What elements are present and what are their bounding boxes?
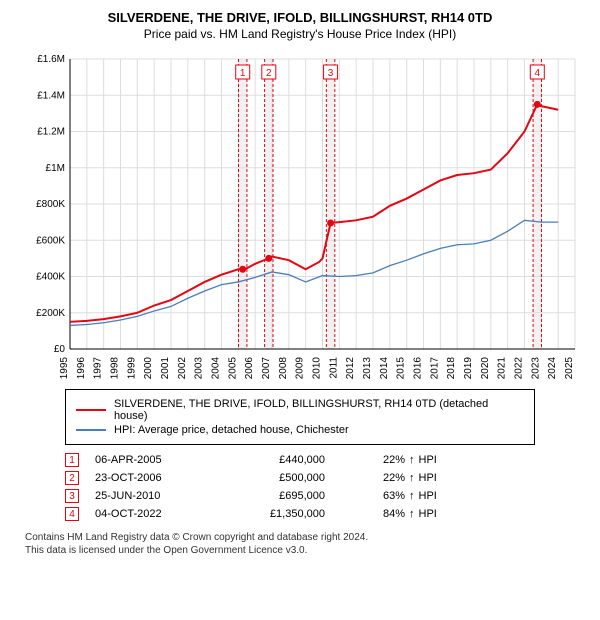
svg-text:2016: 2016 xyxy=(413,357,424,379)
svg-text:3: 3 xyxy=(328,68,334,79)
svg-text:£0: £0 xyxy=(54,344,66,355)
chart-svg: £0 £200K £400K £600K £800K £1M £1.2M £1.4M £1.6M… xyxy=(25,49,585,379)
svg-text:£400K: £400K xyxy=(36,272,65,283)
svg-text:£1.4M: £1.4M xyxy=(37,90,65,101)
sale-row: 2 23-OCT-2006£500,000 22% ↑ HPI xyxy=(65,471,585,485)
svg-text:£800K: £800K xyxy=(36,199,65,210)
svg-text:2014: 2014 xyxy=(379,357,390,379)
svg-text:2002: 2002 xyxy=(177,357,188,379)
svg-text:1998: 1998 xyxy=(110,357,121,379)
svg-text:2022: 2022 xyxy=(514,357,525,379)
sale-marker: 3 xyxy=(65,489,79,503)
chart-title: SILVERDENE, THE DRIVE, IFOLD, BILLINGSHU… xyxy=(15,10,585,25)
svg-text:2013: 2013 xyxy=(362,357,373,379)
svg-text:£1.6M: £1.6M xyxy=(37,54,65,65)
legend-label: HPI: Average price, detached house, Chic… xyxy=(114,424,349,436)
legend-row: HPI: Average price, detached house, Chic… xyxy=(76,424,524,436)
svg-text:1995: 1995 xyxy=(59,357,70,379)
sale-marker: 4 xyxy=(65,507,79,521)
svg-text:2019: 2019 xyxy=(463,357,474,379)
svg-text:2011: 2011 xyxy=(328,357,339,379)
sale-pct: 22% xyxy=(345,472,405,484)
svg-text:2004: 2004 xyxy=(211,357,222,379)
sale-ref: HPI xyxy=(419,508,437,520)
svg-text:2020: 2020 xyxy=(480,357,491,379)
svg-text:£1.2M: £1.2M xyxy=(37,127,65,138)
svg-text:2017: 2017 xyxy=(429,357,440,379)
svg-text:2023: 2023 xyxy=(530,357,541,379)
sale-ref: HPI xyxy=(419,454,437,466)
svg-text:4: 4 xyxy=(535,68,541,79)
legend-row: SILVERDENE, THE DRIVE, IFOLD, BILLINGSHU… xyxy=(76,398,524,422)
sale-arrow-icon: ↑ xyxy=(409,490,415,502)
svg-text:2015: 2015 xyxy=(396,357,407,379)
chart-subtitle: Price paid vs. HM Land Registry's House … xyxy=(15,27,585,41)
footer-line1: Contains HM Land Registry data © Crown c… xyxy=(25,531,585,544)
sale-date: 04-OCT-2022 xyxy=(95,508,215,520)
sale-row: 4 04-OCT-2022£1,350,000 84% ↑ HPI xyxy=(65,507,585,521)
svg-text:2012: 2012 xyxy=(345,357,356,379)
svg-text:2: 2 xyxy=(266,68,272,79)
sale-price: £440,000 xyxy=(215,454,325,466)
svg-text:£600K: £600K xyxy=(36,235,65,246)
svg-text:1999: 1999 xyxy=(126,357,137,379)
sale-price: £695,000 xyxy=(215,490,325,502)
sale-price: £500,000 xyxy=(215,472,325,484)
svg-text:2003: 2003 xyxy=(194,357,205,379)
sale-arrow-icon: ↑ xyxy=(409,472,415,484)
sales-table: 106-APR-2005£440,00022%↑HPI223-OCT-2006£… xyxy=(65,453,585,521)
svg-text:2010: 2010 xyxy=(312,357,323,379)
svg-text:2018: 2018 xyxy=(446,357,457,379)
svg-text:2001: 2001 xyxy=(160,357,171,379)
sale-marker: 2 xyxy=(65,471,79,485)
sale-row: 3 25-JUN-2010£695,000 63% ↑ HPI xyxy=(65,489,585,503)
svg-text:1: 1 xyxy=(240,68,246,79)
svg-text:2024: 2024 xyxy=(547,357,558,379)
sale-marker: 1 xyxy=(65,453,79,467)
svg-text:£1M: £1M xyxy=(46,163,65,174)
sale-arrow-icon: ↑ xyxy=(409,508,415,520)
svg-text:2009: 2009 xyxy=(295,357,306,379)
legend-box: SILVERDENE, THE DRIVE, IFOLD, BILLINGSHU… xyxy=(65,389,535,445)
sale-row: 1 06-APR-2005£440,000 22% ↑ HPI xyxy=(65,453,585,467)
svg-text:2021: 2021 xyxy=(497,357,508,379)
svg-text:1997: 1997 xyxy=(93,357,104,379)
svg-text:2005: 2005 xyxy=(227,357,238,379)
sale-ref: HPI xyxy=(419,490,437,502)
footer-line2: This data is licensed under the Open Gov… xyxy=(25,544,585,557)
svg-text:2000: 2000 xyxy=(143,357,154,379)
legend-swatch xyxy=(76,429,106,430)
footer: Contains HM Land Registry data © Crown c… xyxy=(25,531,585,557)
sale-pct: 22% xyxy=(345,454,405,466)
svg-text:2008: 2008 xyxy=(278,357,289,379)
sale-date: 23-OCT-2006 xyxy=(95,472,215,484)
svg-text:2025: 2025 xyxy=(564,357,575,379)
svg-text:£200K: £200K xyxy=(36,308,65,319)
chart-area: £0 £200K £400K £600K £800K £1M £1.2M £1.4M £1.6M… xyxy=(25,49,585,379)
legend-swatch xyxy=(76,409,106,411)
svg-text:2007: 2007 xyxy=(261,357,272,379)
sale-pct: 84% xyxy=(345,508,405,520)
legend-label: SILVERDENE, THE DRIVE, IFOLD, BILLINGSHU… xyxy=(114,398,524,422)
svg-text:2006: 2006 xyxy=(244,357,255,379)
sale-ref: HPI xyxy=(419,472,437,484)
sale-pct: 63% xyxy=(345,490,405,502)
svg-text:1996: 1996 xyxy=(76,357,87,379)
sale-price: £1,350,000 xyxy=(215,508,325,520)
sale-date: 25-JUN-2010 xyxy=(95,490,215,502)
sale-date: 06-APR-2005 xyxy=(95,454,215,466)
sale-arrow-icon: ↑ xyxy=(409,454,415,466)
